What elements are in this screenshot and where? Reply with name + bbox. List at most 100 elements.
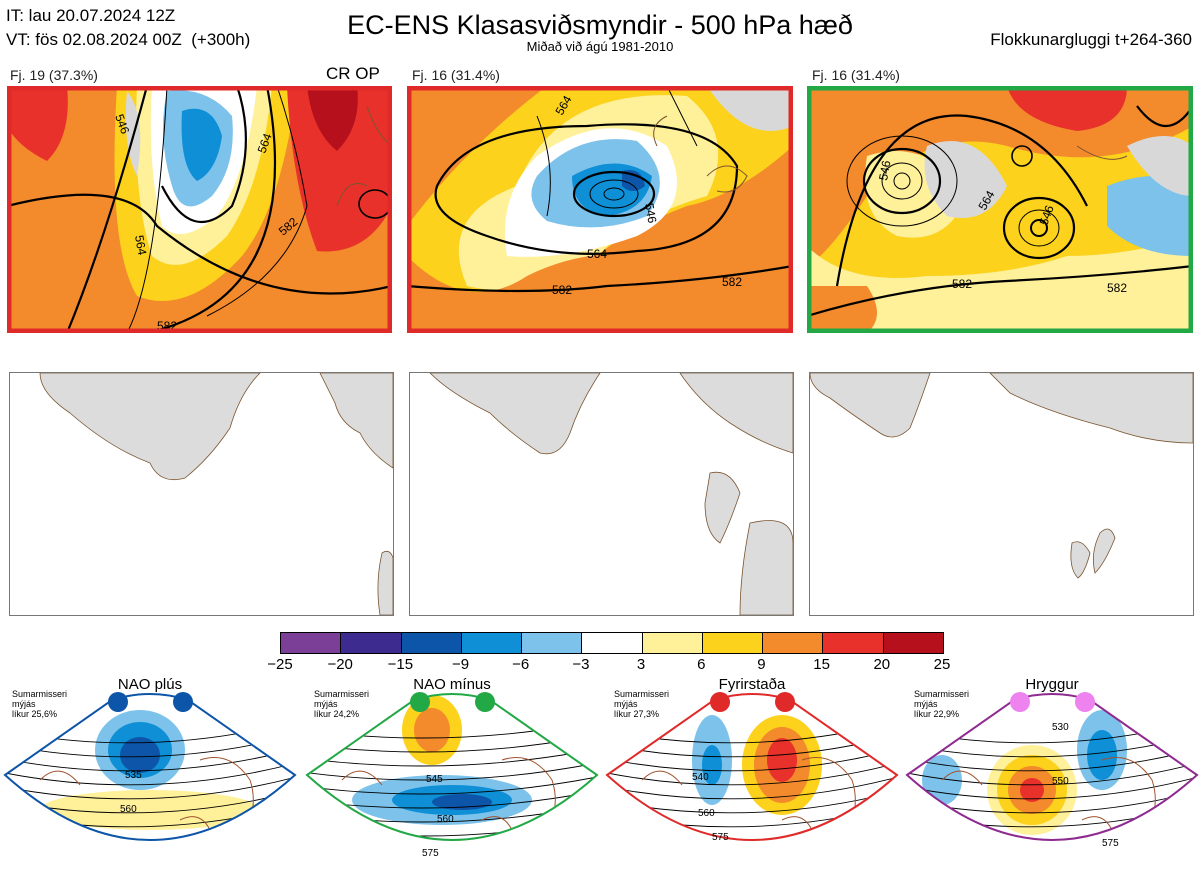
regime-contour-label: 530 (1052, 722, 1069, 733)
height-contour (607, 747, 897, 772)
regime-marker-dot (475, 692, 495, 712)
initial-time: IT: lau 20.07.2024 12Z (6, 6, 176, 25)
cluster-1-tag: CR OP (326, 64, 380, 83)
colorbar-tick-label: 15 (813, 656, 830, 673)
regime-marker-dot (1010, 692, 1030, 712)
colorbar-tick-label: 6 (697, 656, 706, 673)
cluster-1-map: 546 564 582 564 582 (7, 86, 392, 333)
regime-contour-label: 575 (712, 832, 729, 843)
cluster-3-contour-label: 546 (1037, 203, 1057, 227)
cluster-3-label: Fj. 16 (31.4%) (812, 67, 900, 83)
regime-marker-dot (710, 692, 730, 712)
colorbar-tick-label: −20 (327, 656, 353, 673)
anomaly-shade (40, 790, 260, 830)
cluster-2-label: Fj. 16 (31.4%) (412, 67, 500, 83)
cluster-2-contour-label: 582 (552, 283, 572, 297)
regime-name: Hryggur (1025, 676, 1079, 693)
clustering-window: Flokkunargluggi t+264-360 (990, 30, 1192, 49)
cluster-1-label: Fj. 19 (37.3%) (10, 67, 98, 83)
regime-marker-dot (108, 692, 128, 712)
regime-note: Sumarmisseri mýjás líkur 22,9% (914, 689, 970, 719)
regime-marker-dot (775, 692, 795, 712)
height-contour (5, 761, 295, 786)
height-contour (307, 775, 597, 795)
colorbar-tick-label: −9 (451, 656, 470, 673)
colorbar-swatch (521, 633, 582, 653)
height-contour (607, 761, 897, 786)
cluster-2-frame (407, 86, 793, 333)
colorbar-swatch (400, 633, 461, 653)
regime-map: 540 560 575 (605, 693, 899, 843)
regime-outline (905, 693, 1199, 841)
empty-map-3 (809, 372, 1194, 616)
regime-name: Fyrirstaða (718, 676, 786, 693)
cluster-1-contour-label: 564 (255, 131, 275, 155)
colorbar-tick-label: −6 (512, 656, 530, 673)
cluster-1-contour-label: 564 (132, 234, 149, 256)
colorbar-swatch (581, 633, 642, 653)
height-contour (907, 761, 1197, 786)
cluster-2-map: 564 546 564 582 582 (407, 86, 793, 333)
regime-contour-label: 575 (1102, 838, 1119, 849)
colorbar-swatch (460, 633, 522, 653)
colorbar-tick-label: 20 (873, 656, 891, 673)
height-contour (907, 775, 1197, 800)
regime-note: Sumarmisseri mýjás líkur 27,3% (614, 689, 670, 719)
regime-outline (605, 693, 899, 841)
cluster-2-contour-label: 564 (587, 247, 607, 261)
colorbar-swatch (641, 633, 702, 653)
height-contour (907, 747, 1197, 772)
colorbar-swatch (762, 633, 823, 653)
anomaly-shade (767, 738, 797, 782)
cluster-1-frame (7, 86, 392, 333)
regime-contour-label: 550 (1052, 776, 1069, 787)
colorbar-swatch (701, 633, 763, 653)
regime-contour-label: 560 (437, 814, 454, 825)
colorbar-swatch (822, 633, 883, 653)
regime-contour-label: 560 (120, 804, 137, 815)
height-contour (607, 775, 897, 800)
page-title: EC-ENS Klasasviðsmyndir - 500 hPa hæð (347, 10, 853, 40)
regime-outline (305, 693, 599, 841)
regime-map: 545 560 575 (305, 693, 599, 859)
height-contour (5, 747, 295, 772)
colorbar-tick-label: −15 (387, 656, 414, 673)
regime-marker-dot (173, 692, 193, 712)
height-contour (307, 761, 597, 781)
anomaly-shade (120, 737, 160, 773)
colorbar-tick-label: 25 (933, 656, 951, 673)
regime-name: NAO plús (117, 676, 183, 693)
cluster-3-map: 546 564 546 582 582 (807, 86, 1193, 333)
colorbar-swatch (281, 633, 341, 653)
anomaly-shade (702, 745, 722, 785)
anomaly-shade (1020, 778, 1044, 802)
colorbar-swatch (340, 633, 401, 653)
cluster-1-contour-label: 546 (112, 112, 132, 136)
anomaly-shade (414, 708, 450, 752)
colorbar-tick-label: 3 (636, 656, 646, 673)
cluster-2-contour-label: 546 (642, 202, 659, 224)
cluster-3-contour-label: 546 (876, 159, 893, 181)
valid-time: VT: fös 02.08.2024 00Z (+300h) (6, 30, 251, 49)
regime-marker-dot (410, 692, 430, 712)
anomaly-shade (1009, 862, 1045, 870)
colorbar-tick-label: 9 (757, 656, 766, 673)
colorbar-tick-label: −3 (572, 656, 590, 673)
cluster-3-contour-label: 582 (952, 277, 972, 291)
regime-note: Sumarmisseri mýjás líkur 24,2% (314, 689, 370, 719)
regime-contour-label: 535 (125, 770, 142, 781)
empty-map-1 (9, 372, 394, 616)
regime-contour-label: 540 (692, 772, 709, 783)
colorbar-swatch (882, 633, 943, 653)
regime-marker-dot (1075, 692, 1095, 712)
cluster-2-contour-label: 582 (722, 275, 742, 289)
regime-contour-label: 545 (426, 774, 443, 785)
regime-contour-label: 575 (422, 848, 439, 859)
colorbar (280, 632, 944, 654)
cluster-3-contour-label: 582 (1107, 281, 1127, 295)
regime-name: NAO mínus (413, 676, 491, 693)
regime-contour-label: 560 (698, 808, 715, 819)
regime-map: 530 550 575 (905, 693, 1199, 870)
regime-outline (3, 693, 297, 841)
cluster-3-frame (807, 86, 1193, 333)
